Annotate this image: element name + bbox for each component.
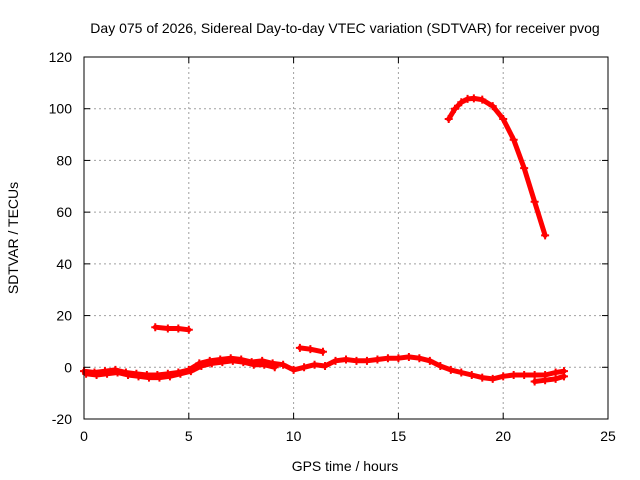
y-tick-label: 40 [56,256,72,272]
data-point [446,365,455,374]
data-point [457,98,466,107]
data-point [239,358,248,367]
y-tick-label: 100 [49,101,73,117]
data-point [165,372,174,381]
x-axis-label: GPS time / hours [292,458,399,474]
plot-frame [83,56,609,420]
data-point [310,360,319,369]
data-point [207,359,216,368]
data-point [559,372,568,381]
data-point [318,347,327,356]
data-point [279,360,288,369]
data-point [415,354,424,363]
y-axis-label: SDTVAR / TECUs [5,182,21,294]
x-tick-label: 15 [391,428,407,444]
data-point [425,356,434,365]
data-point [352,356,361,365]
x-tick-label: 20 [495,428,511,444]
data-point [478,373,487,382]
x-tick-label: 10 [286,428,302,444]
data-point [488,374,497,383]
data-point [113,368,122,377]
data-point [530,377,539,386]
data-point [321,361,330,370]
data-point [457,368,466,377]
data-point [82,369,91,378]
series-segment-3-5h [152,324,192,333]
data-point [436,361,445,370]
series-late-lower-segment [532,373,567,384]
y-tick-label: -20 [52,411,72,427]
data-point [228,356,237,365]
data-point [124,371,133,380]
data-point [541,231,550,240]
data-point [218,358,227,367]
data-point [394,354,403,363]
data-point [174,324,183,333]
y-tick-label: 80 [56,152,72,168]
data-point [499,372,508,381]
data-point [289,365,298,374]
data-point [197,361,206,370]
data-point [444,115,453,124]
data-point [383,354,392,363]
data-point [520,164,529,173]
x-tick-label: 25 [600,428,616,444]
data-point [163,324,172,333]
data-point [331,356,340,365]
tick-labels: 0 5 10 15 20 25 -20 0 20 40 60 80 100 120 [49,49,616,444]
data-point [92,371,101,380]
data-point [176,369,185,378]
data-point [295,343,304,352]
ticks [83,56,609,420]
data-point [184,325,193,334]
data-point [509,135,518,144]
y-tick-label: 60 [56,204,72,220]
y-tick-label: 0 [64,359,72,375]
y-tick-label: 120 [49,49,73,65]
data-point [270,363,279,372]
series-layer [80,94,568,386]
data-point [186,367,195,376]
data-point [306,345,315,354]
y-tick-label: 20 [56,308,72,324]
data-point [541,376,550,385]
data-point [509,371,518,380]
data-point [155,373,164,382]
data-point [260,360,269,369]
data-point [362,356,371,365]
data-point [300,363,309,372]
data-point [373,355,382,364]
data-point [520,371,529,380]
data-point [551,374,560,383]
data-point [103,369,112,378]
data-point [469,94,478,103]
series-high-arc [446,95,548,238]
x-tick-label: 5 [185,428,193,444]
data-point [249,360,258,369]
data-point [488,102,497,111]
data-point [467,371,476,380]
data-point [530,197,539,206]
data-point [134,372,143,381]
data-point [342,355,350,364]
x-tick-label: 0 [80,428,88,444]
data-point [478,95,487,104]
data-point [151,323,160,332]
data-point [144,373,153,382]
data-point [404,352,413,361]
data-point [499,115,508,124]
chart-title: Day 075 of 2026, Sidereal Day-to-day VTE… [90,20,599,36]
data-point [450,104,459,113]
